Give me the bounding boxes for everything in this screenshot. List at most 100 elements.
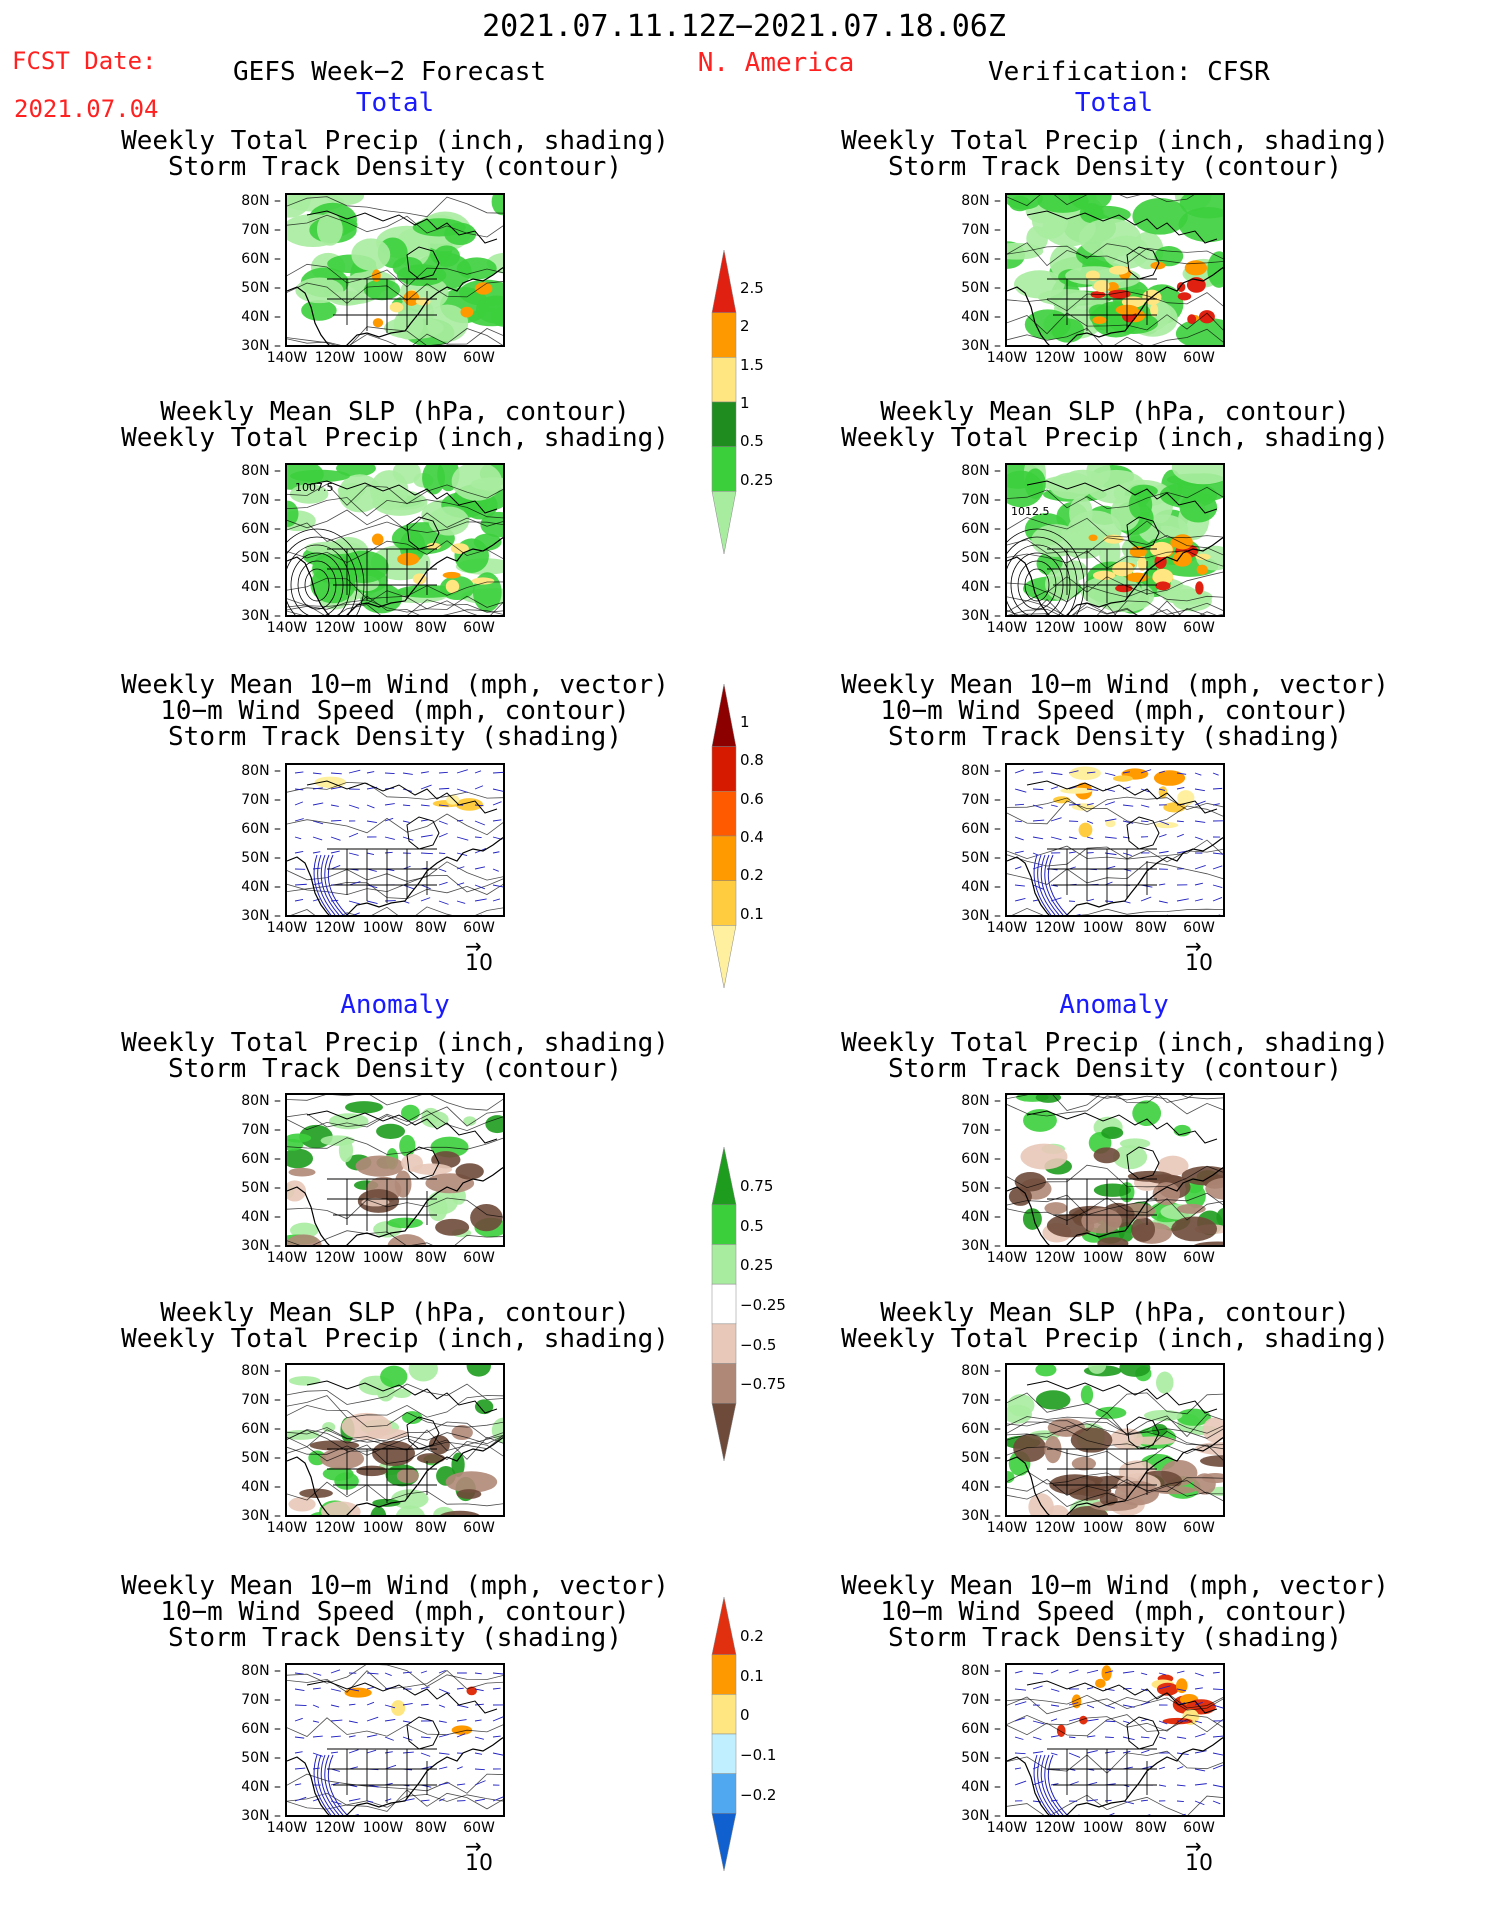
cfsr-total-wind-title-line-3: Storm Track Density (shading) [888,722,1342,752]
cfsr-anom-slp-lon-label: 140W [986,1520,1028,1536]
fcst-total-wind-lat-label: 70N – [241,792,281,808]
cfsr-total-precip-lon-label: 100W [1082,350,1124,366]
fcst-anom-slp-lon-label: 80W [415,1520,447,1536]
fcst-total-wind-title-line-3: Storm Track Density (shading) [168,722,622,752]
fcst-total-precip-map-field [287,195,503,345]
cfsr-anom-precip-title-line-2: Storm Track Density (contour) [888,1054,1342,1084]
fcst-total-slp-contour-label: 1007.5 [295,481,334,494]
cfsr-total-precip-lat-label: 50N – [961,280,1001,296]
cfsr-anom-wind-lon-label: 80W [1135,1820,1167,1836]
cfsr-total-slp-lat-label: 60N – [961,521,1001,537]
colorbar-track_total-swatches [711,683,737,989]
fcst-anom-precip-lat-label: 70N – [241,1122,281,1138]
fcst-anom-wind-lon-label: 60W [463,1820,495,1836]
fcst-total-slp-lon-label: 60W [463,620,495,636]
colorbar-precip_anom-swatches [711,1146,737,1462]
cfsr-total-wind-lon-label: 140W [986,920,1028,936]
cfsr-anom-slp-lat-label: 50N – [961,1450,1001,1466]
fcst-total-wind-title-line-2: 10−m Wind Speed (mph, contour) [160,696,630,726]
colorbar-precip_anom-swatch [711,1403,737,1462]
cfsr-anom-precip-lat-label: 40N – [961,1209,1001,1225]
fcst-total-slp-map-field: 1007.5 [287,465,503,615]
fcst-anom-precip-lon-label: 100W [362,1250,404,1266]
fcst-anom-slp-lon-label: 120W [314,1520,356,1536]
fcst-total-precip-lon-label: 100W [362,350,404,366]
fcst-total-precip-lat-label: 50N – [241,280,281,296]
cfsr-total-wind-lat-label: 40N – [961,879,1001,895]
cfsr-anom-precip-map-field [1007,1095,1223,1245]
cfsr-anom-slp-map-field [1007,1365,1223,1515]
fcst-total-wind-lon-label: 100W [362,920,404,936]
cfsr-anom-precip-lat-label: 80N – [961,1093,1001,1109]
colorbar-track_total-swatch [711,880,737,926]
cfsr-total-slp-title-line-2: Weekly Total Precip (inch, shading) [841,423,1389,453]
cfsr-total-wind-title-line-2: 10−m Wind Speed (mph, contour) [880,696,1350,726]
fcst-total-precip-title-line-1: Weekly Total Precip (inch, shading) [121,126,669,156]
colorbar-track_anom-swatch [711,1813,737,1872]
colorbar-precip_anom-swatch [711,1363,737,1404]
fcst-total-slp-lat-label: 80N – [241,463,281,479]
cfsr-anom-precip-title-line-1: Weekly Total Precip (inch, shading) [841,1028,1389,1058]
vector-ref-value: 10 [465,1851,493,1876]
cfsr-anom-precip-lon-label: 80W [1135,1250,1167,1266]
colorbar-precip_total-swatch [711,249,737,313]
cfsr-total-precip-lat-label: 70N – [961,222,1001,238]
section-anomaly-right: Anomaly [1059,990,1169,1020]
fcst-anom-slp-lat-label: 40N – [241,1479,281,1495]
fcst-anom-slp-map-field [287,1365,503,1515]
cfsr-total-slp-lon-label: 120W [1034,620,1076,636]
cfsr-total-precip-lat-label: 60N – [961,251,1001,267]
cfsr-anom-wind-lat-label: 30N – [961,1808,1001,1824]
fcst-anom-wind-lon-label: 140W [266,1820,308,1836]
cfsr-anom-slp-lon-label: 80W [1135,1520,1167,1536]
fcst-anom-wind-title-line-2: 10−m Wind Speed (mph, contour) [160,1597,630,1627]
fcst-total-wind-lat-label: 40N – [241,879,281,895]
cfsr-total-wind-lat-label: 60N – [961,821,1001,837]
colorbar-track_anom-swatch [711,1654,737,1695]
colorbar-track_total-swatch [711,925,737,989]
cfsr-total-precip-lat-label: 30N – [961,338,1001,354]
cfsr-total-precip-lon-label: 80W [1135,350,1167,366]
fcst-anom-slp-map [285,1363,505,1517]
cfsr-total-slp-title-line-1: Weekly Mean SLP (hPa, contour) [880,397,1350,427]
cfsr-total-slp-map: 1012.5 [1005,463,1225,617]
fcst-total-precip-lon-label: 120W [314,350,356,366]
cfsr-total-wind-lon-label: 80W [1135,920,1167,936]
fcst-total-slp-lat-label: 50N – [241,550,281,566]
cfsr-total-precip-map [1005,193,1225,347]
cfsr-total-slp-lon-label: 140W [986,620,1028,636]
cfsr-anom-wind-title-line-3: Storm Track Density (shading) [888,1623,1342,1653]
vector-ref-value: 10 [465,951,493,976]
section-anomaly-left: Anomaly [340,990,450,1020]
fcst-total-precip-lat-label: 60N – [241,251,281,267]
cfsr-total-slp-lon-label: 100W [1082,620,1124,636]
colorbar-precip_total-label: 1 [740,394,750,412]
colorbar-precip_total-swatch [711,446,737,492]
fcst-anom-precip-lat-label: 30N – [241,1238,281,1254]
cfsr-total-wind-map [1005,763,1225,917]
cfsr-anom-wind-lon-label: 140W [986,1820,1028,1836]
fcst-anom-wind-lat-label: 70N – [241,1692,281,1708]
fcst-anom-precip-lon-label: 60W [463,1250,495,1266]
colorbar-track_total-label: 0.4 [740,828,764,846]
colorbar-track_total-label: 0.6 [740,789,764,808]
cfsr-anom-slp-lat-label: 80N – [961,1363,1001,1379]
fcst-total-wind-vector-ref: → 10 [465,934,493,976]
cfsr-total-wind-lon-label: 100W [1082,920,1124,936]
fcst-total-wind-title-line-1: Weekly Mean 10−m Wind (mph, vector) [121,670,669,700]
cfsr-anom-slp-lat-label: 60N – [961,1421,1001,1437]
fcst-total-precip-lat-label: 30N – [241,338,281,354]
fcst-total-slp-lon-label: 80W [415,620,447,636]
fcst-anom-precip-lon-label: 140W [266,1250,308,1266]
fcst-anom-precip-lat-label: 60N – [241,1151,281,1167]
cfsr-anom-precip-lon-label: 120W [1034,1250,1076,1266]
cfsr-anom-wind-map [1005,1663,1225,1817]
colorbar-track_total-label: 1 [740,713,750,732]
fcst-anom-slp-lat-label: 50N – [241,1450,281,1466]
fcst-date-label: FCST Date: [12,47,157,75]
cfsr-total-wind-vector-ref: → 10 [1185,934,1213,976]
cfsr-total-slp-lat-label: 80N – [961,463,1001,479]
fcst-anom-wind-title-line-3: Storm Track Density (shading) [168,1623,622,1653]
cfsr-anom-wind-lat-label: 60N – [961,1721,1001,1737]
fcst-anom-precip-lat-label: 50N – [241,1180,281,1196]
